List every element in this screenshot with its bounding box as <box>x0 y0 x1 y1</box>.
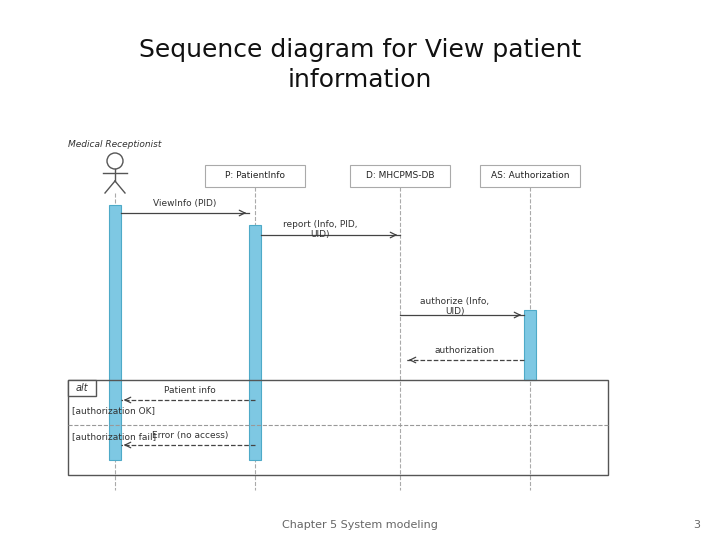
Text: Error (no access): Error (no access) <box>152 431 228 440</box>
Bar <box>68 380 608 475</box>
Text: Medical Receptionist: Medical Receptionist <box>68 140 162 149</box>
Text: alt: alt <box>76 383 89 393</box>
Text: ViewInfo (PID): ViewInfo (PID) <box>153 199 217 208</box>
Text: report (Info, PID,
UID): report (Info, PID, UID) <box>283 220 357 239</box>
Bar <box>205 165 305 187</box>
Text: [authorization fail]: [authorization fail] <box>72 432 156 441</box>
Bar <box>350 165 450 187</box>
Text: information: information <box>288 68 432 92</box>
Text: Patient info: Patient info <box>164 386 216 395</box>
Text: 3: 3 <box>693 520 700 530</box>
Text: Sequence diagram for View patient: Sequence diagram for View patient <box>139 38 581 62</box>
Bar <box>480 165 580 187</box>
Text: AS: Authorization: AS: Authorization <box>491 172 570 180</box>
Text: D: MHCPMS-DB: D: MHCPMS-DB <box>366 172 434 180</box>
Text: authorization: authorization <box>435 346 495 355</box>
Text: Chapter 5 System modeling: Chapter 5 System modeling <box>282 520 438 530</box>
Bar <box>249 225 261 460</box>
Bar <box>109 205 121 460</box>
Bar <box>524 310 536 380</box>
Bar <box>68 380 96 396</box>
Text: P: PatientInfo: P: PatientInfo <box>225 172 285 180</box>
Text: [authorization OK]: [authorization OK] <box>72 406 155 415</box>
Text: authorize (Info,
UID): authorize (Info, UID) <box>420 297 490 316</box>
